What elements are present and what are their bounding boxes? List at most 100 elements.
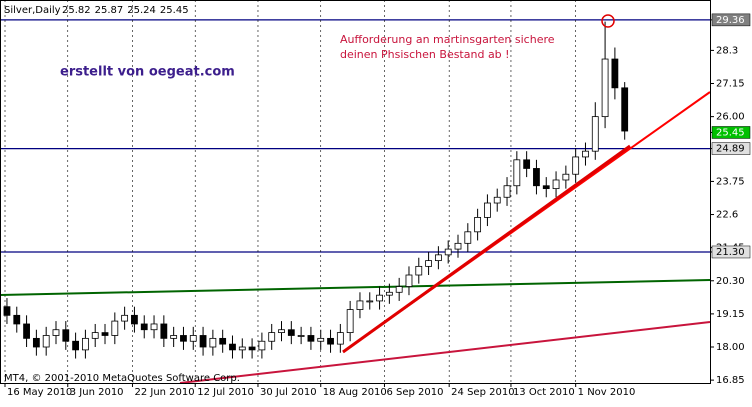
candle-body bbox=[513, 159, 521, 187]
x-tick-label: 3 Jun 2010 bbox=[70, 387, 124, 398]
candle-body bbox=[542, 185, 550, 190]
candle-body bbox=[307, 335, 315, 342]
candle-body bbox=[248, 346, 256, 351]
candle-body bbox=[611, 58, 619, 89]
candle-body bbox=[523, 159, 531, 169]
candle-body bbox=[356, 300, 364, 310]
y-tick-label: 21.30 bbox=[716, 247, 745, 258]
candle-body bbox=[552, 179, 560, 190]
candle-body bbox=[287, 329, 295, 336]
candle-body bbox=[23, 323, 30, 339]
y-tick-label: 27.15 bbox=[716, 79, 745, 90]
quote-value: 25.87 bbox=[95, 5, 124, 16]
candle-body bbox=[140, 323, 148, 331]
chart-title: Silver,Daily bbox=[4, 5, 61, 16]
candle-body bbox=[82, 337, 89, 351]
candle-body bbox=[170, 335, 178, 339]
candle-body bbox=[111, 320, 119, 336]
quote-value: 25.24 bbox=[127, 5, 156, 16]
candle-body bbox=[189, 335, 197, 342]
axes: 29.36 28.3 27.15 26.00 25.45 24.89 23.75 22.6 21… bbox=[4, 13, 751, 398]
candle-body bbox=[591, 116, 599, 152]
quote-value: 25.82 bbox=[62, 5, 91, 16]
candle-body bbox=[297, 335, 305, 337]
candle-body bbox=[425, 260, 432, 267]
y-tick-label: 18.00 bbox=[716, 342, 745, 353]
y-tick-label: 29.36 bbox=[716, 15, 745, 26]
y-tick-label: 16.85 bbox=[716, 375, 745, 386]
price-box bbox=[711, 13, 751, 27]
candle-body bbox=[327, 337, 334, 345]
annotation: Aufforderung an martinsgarten sichere bbox=[340, 33, 555, 46]
trend-line bbox=[342, 144, 631, 354]
x-tick-label: 1 Nov 2010 bbox=[578, 387, 636, 398]
y-tick-label: 22.6 bbox=[716, 210, 738, 221]
candle-body bbox=[91, 332, 99, 339]
candle-body bbox=[395, 286, 403, 293]
candle-body bbox=[121, 314, 129, 322]
candle-body bbox=[582, 150, 589, 158]
x-tick-label: 6 Sep 2010 bbox=[386, 387, 443, 398]
x-tick-label: 30 Jul 2010 bbox=[260, 387, 317, 398]
candle-body bbox=[52, 329, 60, 336]
candle-body bbox=[484, 202, 491, 218]
candle-body bbox=[336, 332, 344, 345]
candle-body bbox=[258, 340, 266, 351]
candle-body bbox=[366, 300, 374, 303]
candle-body bbox=[474, 217, 482, 233]
candle-body bbox=[209, 337, 217, 348]
candle-body bbox=[405, 274, 413, 287]
y-tick-label: 23.75 bbox=[716, 176, 745, 187]
candle-body bbox=[434, 254, 442, 262]
y-tick-label: 19.15 bbox=[716, 309, 745, 320]
candle-body bbox=[444, 248, 452, 256]
candle-body bbox=[503, 185, 511, 198]
trend-line bbox=[0, 279, 711, 296]
candle-body bbox=[180, 335, 187, 342]
y-tick-label: 25.45 bbox=[716, 127, 745, 138]
x-tick-label: 24 Sep 2010 bbox=[451, 387, 514, 398]
x-tick-label: 12 Jul 2010 bbox=[197, 387, 254, 398]
candle-body bbox=[572, 156, 580, 175]
price-box bbox=[711, 142, 751, 155]
candle-body bbox=[131, 314, 138, 325]
candle-body bbox=[238, 346, 246, 351]
x-tick-label: 22 Jun 2010 bbox=[134, 387, 194, 398]
x-tick-label: 13 Oct 2010 bbox=[513, 387, 575, 398]
x-tick-label: 18 Aug 2010 bbox=[323, 387, 387, 398]
candle-body bbox=[13, 314, 21, 325]
price-box bbox=[711, 126, 751, 139]
candle-body bbox=[562, 173, 570, 181]
candle-body bbox=[464, 231, 472, 244]
quote: 25.82 25.87 25.24 25.45 bbox=[62, 5, 189, 16]
candle-body bbox=[3, 306, 11, 316]
x-tick-label: 16 May 2010 bbox=[7, 387, 72, 398]
candle-body bbox=[454, 242, 462, 250]
grid bbox=[0, 0, 710, 383]
candle-body bbox=[229, 343, 236, 351]
candle-body bbox=[346, 309, 354, 334]
candle-body bbox=[533, 168, 540, 187]
candle-body bbox=[493, 196, 501, 204]
candle-body bbox=[385, 291, 393, 296]
candle-body bbox=[219, 337, 227, 345]
y-tick-label: 20.30 bbox=[716, 276, 745, 287]
candle-body bbox=[150, 323, 158, 331]
candle-body bbox=[32, 337, 40, 348]
annotation: deinen Phsischen Bestand ab ! bbox=[340, 48, 510, 61]
author: erstellt von oegeat.com bbox=[60, 65, 235, 80]
highlight-circle bbox=[601, 14, 615, 28]
y-tick-label: 26.00 bbox=[716, 112, 745, 123]
plot-frame bbox=[0, 0, 711, 384]
candle-body bbox=[376, 294, 383, 302]
y-tick-label: 24.89 bbox=[716, 144, 745, 155]
candle-body bbox=[101, 332, 109, 336]
candle-body bbox=[199, 335, 207, 348]
candle-body bbox=[42, 335, 50, 348]
candle-body bbox=[621, 87, 629, 132]
quote-value: 25.45 bbox=[160, 5, 189, 16]
candle-body bbox=[72, 340, 79, 351]
candle-body bbox=[62, 329, 70, 342]
trend-line bbox=[179, 321, 711, 384]
candle-body bbox=[415, 265, 423, 276]
